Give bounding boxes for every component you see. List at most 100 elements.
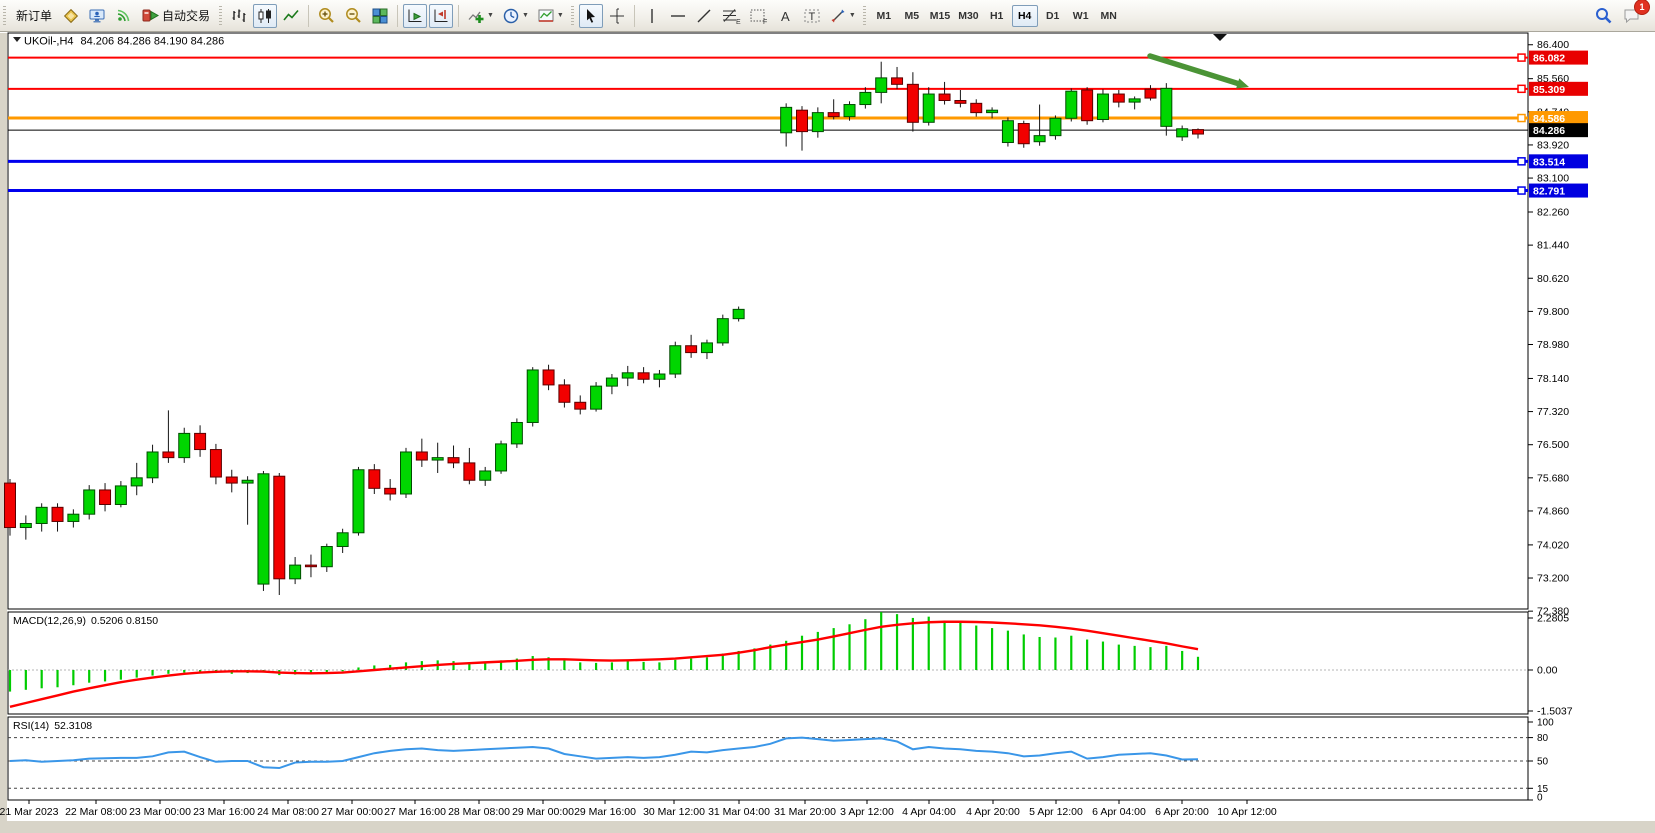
grid-channel-button[interactable]: F: [746, 4, 772, 28]
vertical-line-button[interactable]: [640, 4, 664, 28]
auto-scroll-button[interactable]: [403, 3, 428, 28]
svg-text:27 Mar 16:00: 27 Mar 16:00: [384, 806, 446, 818]
chart-shift-button[interactable]: [429, 3, 454, 28]
svg-text:75.680: 75.680: [1537, 472, 1569, 484]
svg-text:74.020: 74.020: [1537, 539, 1569, 551]
news-broadcast-icon[interactable]: [111, 4, 135, 28]
svg-text:82.791: 82.791: [1533, 186, 1565, 198]
cursor-button[interactable]: [578, 3, 603, 28]
svg-text:6 Apr 04:00: 6 Apr 04:00: [1092, 806, 1146, 818]
autotrading-button[interactable]: 自动交易: [137, 4, 215, 28]
metaquotes-diamond-icon[interactable]: [59, 4, 83, 28]
indicators-add-button[interactable]: ▼: [464, 4, 497, 28]
svg-text:84.286: 84.286: [1533, 125, 1565, 137]
svg-text:31 Mar 04:00: 31 Mar 04:00: [708, 806, 770, 818]
tile-windows-button[interactable]: [368, 4, 392, 28]
rsi-pane: 100 80 50 150: [8, 718, 1554, 804]
svg-text:0: 0: [1537, 793, 1543, 804]
line-chart-button[interactable]: [279, 4, 303, 28]
svg-text:31 Mar 20:00: 31 Mar 20:00: [774, 806, 836, 818]
svg-text:80: 80: [1537, 733, 1549, 744]
svg-text:83.514: 83.514: [1533, 156, 1565, 168]
timeframe-d1[interactable]: D1: [1045, 9, 1060, 22]
chevron-down-icon: ▼: [848, 12, 856, 19]
timeframe-m30[interactable]: M30: [958, 9, 979, 22]
toolbar-grip[interactable]: [219, 5, 223, 26]
svg-text:0.00: 0.00: [1537, 665, 1558, 677]
text-button[interactable]: A: [774, 4, 798, 28]
timeframe-mn[interactable]: MN: [1100, 9, 1117, 22]
bar-chart-button[interactable]: [227, 4, 251, 28]
main-toolbar: 新订单 自动交易: [0, 0, 1655, 32]
new-order-label: 新订单: [16, 9, 53, 23]
chart-series-layer: 86.082 85.309 84.586 83.514 82.791 84.286 2.28…: [0, 34, 1588, 818]
search-icon: [1596, 7, 1612, 23]
text-label-button[interactable]: T: [800, 4, 824, 28]
fibonacci-button[interactable]: E: [718, 4, 744, 28]
price-badges: 86.082 85.309 84.586 83.514 82.791 84.286: [1529, 50, 1588, 198]
svg-text:77.320: 77.320: [1537, 406, 1569, 418]
svg-text:27 Mar 00:00: 27 Mar 00:00: [321, 806, 383, 818]
new-order-button[interactable]: 新订单: [11, 4, 57, 28]
svg-text:82.260: 82.260: [1537, 207, 1569, 219]
svg-text:A: A: [781, 9, 790, 24]
toolbar-grip[interactable]: [570, 5, 574, 26]
svg-text:78.980: 78.980: [1537, 339, 1569, 351]
trendline-button[interactable]: [692, 4, 716, 28]
svg-text:5 Apr 12:00: 5 Apr 12:00: [1029, 806, 1083, 818]
svg-text:72.380: 72.380: [1537, 606, 1569, 618]
svg-text:T: T: [808, 11, 815, 23]
periods-button[interactable]: ▼: [499, 4, 532, 28]
chart-title: UKOil-,H4 84.206 84.286 84.190 84.286: [24, 36, 224, 48]
svg-text:22 Mar 08:00: 22 Mar 08:00: [65, 806, 127, 818]
search-button[interactable]: [1591, 4, 1617, 28]
macd-pane: 2.2805 0.00 -1.5037: [8, 612, 1573, 718]
chart-area[interactable]: 86.40085.56084.74083.92083.10082.26081.4…: [0, 32, 1655, 833]
svg-text:28 Mar 08:00: 28 Mar 08:00: [448, 806, 510, 818]
svg-text:3 Apr 12:00: 3 Apr 12:00: [840, 806, 894, 818]
candlestick-chart-button[interactable]: [253, 3, 278, 28]
svg-text:10 Apr 12:00: 10 Apr 12:00: [1217, 806, 1277, 818]
svg-text:76.500: 76.500: [1537, 439, 1569, 451]
svg-text:6 Apr 20:00: 6 Apr 20:00: [1155, 806, 1209, 818]
level-lines: [8, 53, 1528, 195]
toolbar-grip[interactable]: [3, 5, 6, 26]
horizontal-line-button[interactable]: [666, 4, 690, 28]
autotrading-label: 自动交易: [162, 9, 211, 23]
svg-text:F: F: [763, 19, 767, 25]
chevron-down-icon: ▼: [556, 12, 564, 19]
autotrading-icon: [142, 9, 160, 22]
community-icon[interactable]: [85, 4, 109, 28]
notifications-button[interactable]: 1: [1619, 0, 1650, 28]
arrows-button[interactable]: ▼: [826, 4, 859, 28]
chart-canvas[interactable]: 86.40085.56084.74083.92083.10082.26081.4…: [0, 32, 1655, 833]
svg-text:4 Apr 20:00: 4 Apr 20:00: [966, 806, 1020, 818]
svg-text:81.440: 81.440: [1537, 240, 1569, 252]
svg-text:86.082: 86.082: [1533, 53, 1565, 65]
chevron-down-icon: ▼: [487, 12, 494, 19]
timeframe-h1[interactable]: H1: [989, 9, 1004, 22]
crosshair-button[interactable]: [605, 4, 629, 28]
zoom-out-button[interactable]: [341, 4, 366, 28]
chart-title-dropdown-icon[interactable]: [13, 37, 21, 42]
notification-badge: 1: [1634, 0, 1650, 15]
toolbar-grip[interactable]: [862, 5, 866, 26]
templates-button[interactable]: ▼: [534, 4, 567, 28]
svg-text:4 Apr 04:00: 4 Apr 04:00: [902, 806, 956, 818]
timeframe-m15[interactable]: M15: [929, 9, 951, 22]
timeframe-h4[interactable]: H4: [1011, 4, 1038, 27]
timeframe-m1[interactable]: M1: [876, 9, 892, 22]
zoom-in-button[interactable]: [314, 4, 339, 28]
svg-text:29 Mar 00:00: 29 Mar 00:00: [512, 806, 574, 818]
svg-text:85.309: 85.309: [1533, 84, 1565, 96]
svg-text:84.586: 84.586: [1533, 113, 1565, 125]
svg-text:73.200: 73.200: [1537, 573, 1569, 585]
svg-text:83.100: 83.100: [1537, 173, 1569, 185]
timeframe-m5[interactable]: M5: [904, 9, 920, 22]
timeframe-w1[interactable]: W1: [1072, 9, 1089, 22]
svg-text:79.800: 79.800: [1537, 306, 1569, 318]
svg-text:21 Mar 2023: 21 Mar 2023: [0, 806, 59, 818]
svg-text:23 Mar 00:00: 23 Mar 00:00: [129, 806, 191, 818]
svg-text:74.860: 74.860: [1537, 505, 1569, 517]
